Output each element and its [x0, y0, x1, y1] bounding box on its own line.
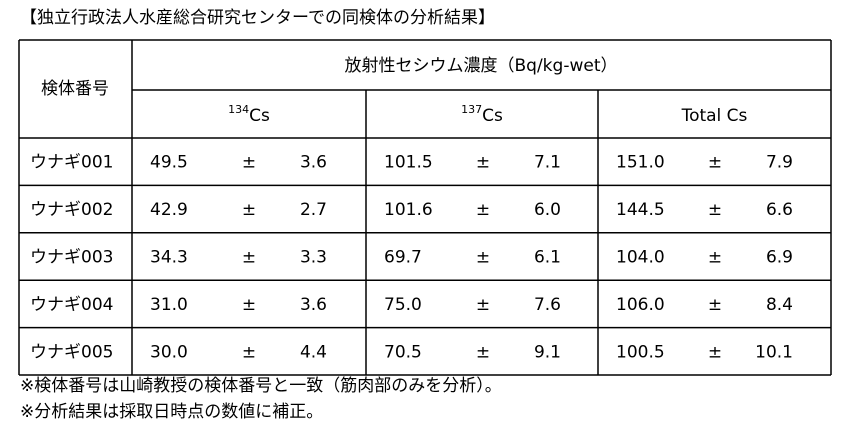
value: 70.5 [384, 342, 422, 362]
title: 【独立行政法人水産総合研究センターでの同検体の分析結果】 [20, 8, 495, 28]
error: 8.4 [766, 295, 793, 315]
plus-minus: ± [242, 248, 256, 268]
isotope-symbol: Cs [249, 106, 270, 126]
plus-minus: ± [242, 295, 256, 315]
sample-id: ウナギ003 [30, 248, 113, 268]
value: 101.5 [384, 153, 433, 173]
plus-minus: ± [476, 295, 490, 315]
sample-id: ウナギ005 [30, 342, 113, 362]
value: 144.5 [616, 200, 665, 220]
plus-minus: ± [708, 295, 722, 315]
error: 6.9 [766, 248, 793, 268]
note: ※分析結果は採取日時点の数値に補正。 [20, 402, 323, 422]
value: 151.0 [616, 153, 665, 173]
plus-minus: ± [476, 248, 490, 268]
error: 6.6 [766, 200, 793, 220]
error: 3.6 [300, 295, 327, 315]
sample-id: ウナギ002 [30, 200, 113, 220]
value: 106.0 [616, 295, 665, 315]
error: 7.9 [766, 153, 793, 173]
plus-minus: ± [476, 200, 490, 220]
value: 100.5 [616, 342, 665, 362]
error: 3.3 [300, 248, 327, 268]
error: 6.1 [534, 248, 561, 268]
plus-minus: ± [708, 342, 722, 362]
error: 2.7 [300, 200, 327, 220]
error: 6.0 [534, 200, 561, 220]
value: 42.9 [150, 200, 188, 220]
plus-minus: ± [708, 200, 722, 220]
error: 3.6 [300, 153, 327, 173]
column-header: 134Cs [228, 103, 270, 126]
plus-minus: ± [242, 342, 256, 362]
value: 49.5 [150, 153, 188, 173]
value: 31.0 [150, 295, 188, 315]
plus-minus: ± [242, 153, 256, 173]
sample-id: ウナギ004 [30, 295, 113, 315]
error: 7.1 [534, 153, 561, 173]
note: ※検体番号は山崎教授の検体番号と一致（筋肉部のみを分析）。 [20, 376, 502, 396]
isotope-mass: 137 [461, 103, 482, 116]
value: 69.7 [384, 248, 422, 268]
error: 4.4 [300, 342, 327, 362]
value: 101.6 [384, 200, 433, 220]
plus-minus: ± [708, 248, 722, 268]
column-header: 137Cs [461, 103, 503, 126]
error: 7.6 [534, 295, 561, 315]
isotope-mass: 134 [228, 103, 249, 116]
sample-id: ウナギ001 [30, 153, 113, 173]
plus-minus: ± [476, 153, 490, 173]
plus-minus: ± [708, 153, 722, 173]
plus-minus: ± [476, 342, 490, 362]
id-header: 検体番号 [41, 79, 109, 99]
group-header: 放射性セシウム濃度（Bq/kg-wet） [345, 56, 618, 76]
isotope-symbol: Cs [482, 106, 503, 126]
value: 104.0 [616, 248, 665, 268]
value: 30.0 [150, 342, 188, 362]
value: 34.3 [150, 248, 188, 268]
column-header: Total Cs [681, 106, 748, 126]
value: 75.0 [384, 295, 422, 315]
plus-minus: ± [242, 200, 256, 220]
error: 9.1 [534, 342, 561, 362]
error: 10.1 [755, 342, 793, 362]
